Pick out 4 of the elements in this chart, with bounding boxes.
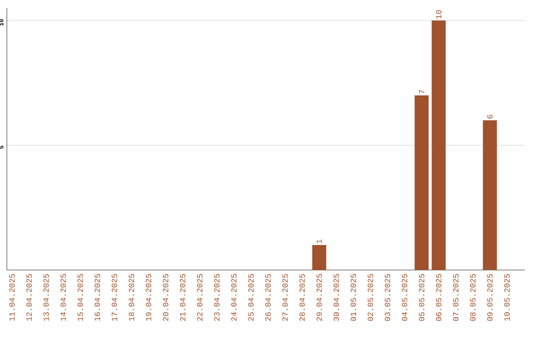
bar [414, 95, 429, 270]
bar [312, 245, 326, 270]
bar [482, 120, 497, 270]
bar [432, 20, 446, 270]
